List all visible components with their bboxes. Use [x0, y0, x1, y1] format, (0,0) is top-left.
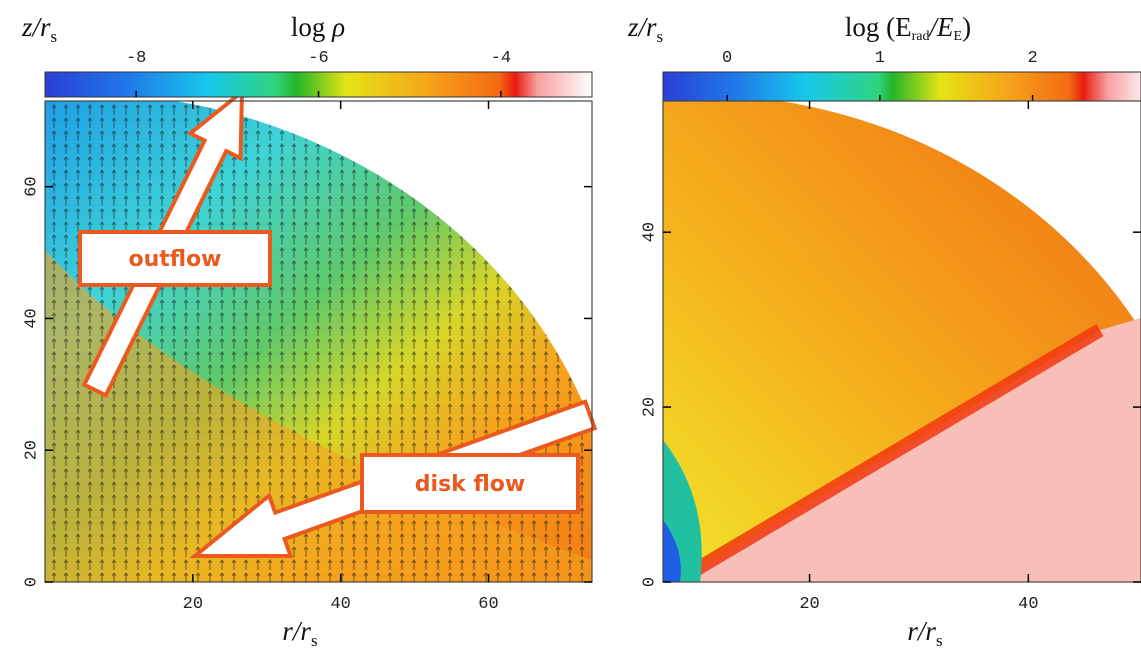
plot-frame — [44, 100, 593, 583]
y-tick-label: 20 — [22, 440, 41, 460]
y-tick-label: 40 — [640, 222, 659, 242]
plot-frame — [662, 100, 1141, 583]
colorbar — [662, 71, 1141, 102]
x-tick-label: 20 — [799, 595, 819, 614]
y-tick-label: 20 — [640, 397, 659, 417]
x-tick-label: 40 — [330, 595, 350, 614]
label-part: ) — [962, 12, 971, 42]
label-part: E — [954, 29, 963, 44]
y-tick-label: 0 — [640, 577, 659, 587]
label-part: ρ — [331, 12, 345, 42]
x-tick-label: 20 — [183, 595, 203, 614]
label-part: r/r — [907, 616, 936, 646]
label-part: s — [936, 631, 943, 650]
label-part: s — [51, 27, 58, 46]
label-part: /E — [928, 12, 955, 42]
label-part: z/r — [21, 12, 51, 42]
radiation-field — [663, 101, 1141, 582]
colorbar-tick-label: -8 — [126, 49, 146, 68]
annotation: outflow — [128, 247, 221, 272]
annotation: disk flow — [415, 472, 525, 497]
label-part: log — [291, 12, 332, 42]
label-part: rad — [912, 29, 930, 44]
colorbar-label: log (Erad/EE) — [845, 12, 971, 44]
label-part: log (E — [845, 12, 912, 42]
x-axis-label: r/rs — [907, 616, 942, 650]
y-tick-label: 60 — [22, 176, 41, 196]
y-tick-label: 40 — [22, 308, 41, 328]
y-axis-label: z/rs — [21, 12, 57, 46]
disk-flow-box — [360, 453, 580, 514]
x-tick-label: 40 — [1018, 595, 1038, 614]
colorbar-tick-label: 2 — [1027, 49, 1037, 68]
label-part: z/r — [627, 12, 657, 42]
label-part: r/r — [282, 616, 311, 646]
y-axis-label: z/rs — [627, 12, 663, 46]
outflow-box — [78, 230, 272, 287]
x-axis-label: r/rs — [282, 616, 317, 650]
colorbar-tick-label: 1 — [875, 49, 885, 68]
label-part: s — [657, 27, 664, 46]
label-part: s — [311, 631, 318, 650]
x-tick-label: 60 — [478, 595, 498, 614]
colorbar-label: log ρ — [291, 12, 345, 42]
colorbar-tick-label: -6 — [308, 49, 328, 68]
colorbar-tick-label: -4 — [491, 49, 511, 68]
colorbar-tick-label: 0 — [722, 49, 732, 68]
y-tick-label: 0 — [22, 577, 41, 587]
